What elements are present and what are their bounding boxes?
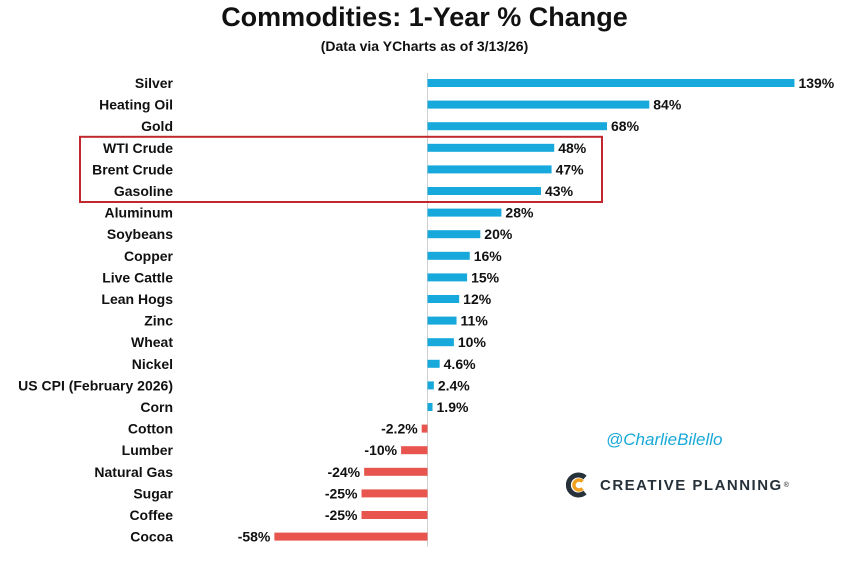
bar-copper [427,251,470,260]
category-label: Gasoline [114,183,173,199]
bar-nickel [427,359,440,368]
bar-wheat [427,338,454,347]
category-label: Natural Gas [94,464,173,480]
chart-title: Commodities: 1-Year % Change [221,2,628,32]
bar-coffee [361,511,428,519]
value-label: 4.6% [444,356,476,372]
brand-name: CREATIVE PLANNING [600,476,783,494]
value-label: 68% [611,118,640,134]
bar-live-cattle [427,273,468,282]
value-label: 1.9% [437,399,469,415]
category-label: Corn [140,399,173,415]
bar-gasoline [427,187,542,195]
bar-wti-crude [427,143,555,152]
value-label: 15% [471,269,500,285]
value-label: 47% [556,161,585,177]
value-label: -25% [325,507,358,523]
bar-natural-gas [364,467,428,476]
value-label: 11% [461,313,489,329]
category-label: Live Cattle [102,269,173,285]
category-label: Zinc [144,313,173,329]
value-label: -24% [327,464,360,480]
category-label: Cocoa [130,529,173,545]
value-label: 10% [458,334,487,350]
category-label: Heating Oil [99,97,173,113]
chart-subtitle: (Data via YCharts as of 3/13/26) [320,38,529,54]
category-label: Wheat [131,334,173,350]
bar-zinc [427,316,457,325]
value-label: 2.4% [438,377,470,393]
category-label: WTI Crude [103,140,173,156]
bar-gold [427,122,608,131]
value-label: 28% [505,205,534,221]
bar-lumber [401,446,428,455]
bar-cocoa [274,532,428,541]
bar-corn [427,403,433,411]
value-label: -10% [364,442,397,458]
bar-us-cpi-february-2026 [427,381,434,390]
creative-planning-c-icon [566,472,587,498]
category-label: Sugar [133,485,173,501]
value-label: -25% [325,485,358,501]
value-label: -2.2% [381,421,418,437]
category-label: US CPI (February 2026) [18,377,173,393]
bar-brent-crude [427,165,552,174]
value-label: 43% [545,183,574,199]
value-label: 84% [653,97,682,113]
category-label: Lumber [122,442,174,458]
category-label: Soybeans [107,226,173,242]
category-label: Gold [141,118,173,134]
bar-heating-oil [427,100,650,109]
bar-silver [427,79,795,87]
value-label: -58% [238,529,271,545]
category-label: Lean Hogs [101,291,173,307]
twitter-handle: @CharlieBilello [606,430,723,449]
category-label: Brent Crude [92,161,173,177]
brand-trademark: ® [783,481,789,489]
category-label: Nickel [132,356,173,372]
value-label: 16% [474,248,503,264]
value-label: 48% [558,140,587,156]
value-label: 139% [798,75,834,91]
value-label: 20% [484,226,513,242]
bar-cotton [421,424,428,433]
bar-soybeans [427,230,481,239]
category-label: Aluminum [105,205,173,221]
bar-aluminum [427,208,502,217]
bar-sugar [361,489,428,498]
category-label: Silver [135,75,174,91]
category-label: Cotton [128,421,173,437]
category-label: Coffee [129,507,173,523]
creative-planning-logo: CREATIVE PLANNING ® [566,472,789,498]
highlight-box [79,135,603,203]
category-label: Copper [124,248,174,264]
value-label: 12% [463,291,492,307]
bar-lean-hogs [427,295,460,303]
